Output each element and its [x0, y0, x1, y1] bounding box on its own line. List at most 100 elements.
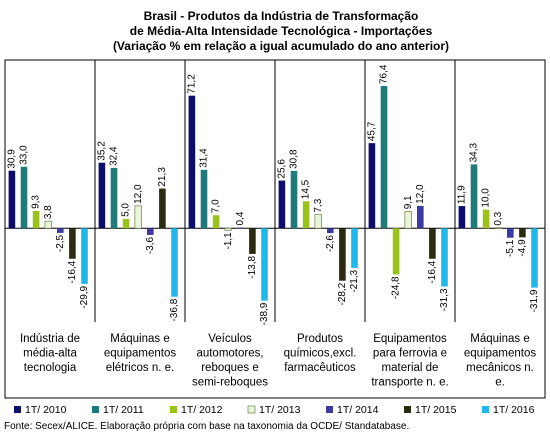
legend-swatch — [404, 406, 411, 413]
bar — [531, 228, 538, 288]
data-label: 10,0 — [481, 188, 492, 208]
category-dividers — [94, 60, 456, 322]
bar — [224, 227, 232, 231]
data-label: 76,4 — [379, 64, 390, 84]
data-label: -38,9 — [259, 302, 270, 325]
bar — [482, 209, 490, 229]
bar — [134, 205, 142, 229]
bar — [458, 206, 466, 229]
source-note: Fonte: Secex/ALICE. Elaboração própria c… — [4, 421, 409, 432]
data-label: 5,0 — [121, 203, 132, 217]
bar — [171, 228, 178, 297]
data-label: 9,1 — [403, 195, 414, 209]
data-label: 21,3 — [157, 167, 168, 187]
data-label: -28,2 — [337, 282, 348, 305]
legend-swatch — [247, 405, 256, 414]
bar — [380, 86, 388, 229]
data-label: -16,4 — [427, 260, 438, 283]
bar — [302, 201, 310, 229]
category-label: e. — [495, 377, 505, 389]
data-label: 12,0 — [415, 184, 426, 204]
bar-marks — [8, 86, 538, 301]
bar — [69, 228, 76, 259]
title-line: de Média-Alta Intensidade Tecnológica - … — [130, 24, 433, 38]
category-label: equipamentos — [464, 348, 536, 360]
bar — [351, 228, 358, 268]
bar — [81, 228, 88, 284]
legend-label: 1T/ 2010 — [25, 404, 67, 416]
data-label: 32,4 — [109, 146, 120, 166]
data-label: 9,3 — [31, 195, 42, 209]
category-label: semi-reboques — [192, 377, 268, 389]
data-label: -31,9 — [529, 289, 540, 312]
legend-label: 1T/ 2011 — [103, 404, 144, 416]
data-label: 11,9 — [457, 185, 468, 204]
data-label: -21,3 — [349, 269, 360, 292]
legend-label: 1T/ 2012 — [181, 404, 223, 416]
bar — [159, 188, 166, 229]
bar — [429, 228, 436, 259]
legend-label: 1T/ 2013 — [259, 404, 301, 416]
data-label: 45,7 — [367, 121, 378, 141]
category-label: elétricos n. e. — [106, 362, 174, 374]
data-label: 7,0 — [211, 199, 222, 213]
category-label: automotores, — [196, 348, 263, 360]
bar — [57, 228, 64, 233]
bar — [147, 228, 154, 235]
legend-swatch — [92, 406, 99, 413]
category-label: Produtos — [297, 333, 343, 345]
legend-swatch — [326, 406, 333, 413]
data-label: -16,4 — [67, 260, 78, 283]
category-label: transporte n. e. — [371, 377, 448, 389]
data-label: 71,2 — [187, 74, 198, 94]
category-label: equipamentos — [104, 348, 176, 360]
data-label: -4,9 — [517, 239, 528, 257]
category-label: mecânicos n. — [466, 362, 534, 374]
data-label: 35,2 — [97, 141, 108, 161]
data-label: -24,8 — [391, 276, 402, 299]
category-label: químicos,excl. — [284, 348, 357, 360]
data-label: 34,3 — [469, 142, 480, 162]
data-label: 33,0 — [19, 145, 30, 165]
data-label: -2,6 — [325, 235, 336, 253]
legend: 1T/ 2010 1T/ 2011 1T/ 2012 1T/ 2013 1T/ 2014… — [14, 404, 535, 416]
data-label: 3,8 — [43, 205, 54, 219]
bar — [278, 180, 286, 229]
bar — [519, 228, 526, 238]
data-label: -3,6 — [145, 236, 156, 254]
data-label: 30,9 — [7, 149, 18, 169]
category-label: para ferrovia e — [373, 348, 447, 360]
bar — [32, 210, 40, 229]
bar — [200, 169, 208, 229]
value-labels: 30,9 35,2 71,2 25,6 45,7 11,9 33,0 32,4 31,4 30,8… — [7, 64, 541, 325]
category-label: média-alta — [23, 348, 77, 360]
data-label: -13,8 — [247, 255, 258, 278]
category-label: reboques e — [201, 362, 259, 374]
bar — [249, 228, 256, 254]
bar — [20, 166, 28, 229]
bar — [507, 228, 514, 238]
category-label: Máquinas e — [470, 333, 529, 345]
data-label: -5,1 — [505, 239, 516, 257]
data-label: 12,0 — [133, 184, 144, 204]
legend-label: 1T/ 2014 — [337, 404, 379, 416]
data-label: 30,8 — [289, 149, 300, 169]
title-line: (Variação % em relação a igual acumulado… — [113, 39, 449, 53]
bar — [314, 214, 322, 229]
bar — [470, 164, 478, 229]
bar — [404, 210, 412, 229]
data-label: -31,3 — [439, 288, 450, 311]
bar — [417, 205, 424, 229]
bar — [339, 228, 346, 281]
category-label: Veículos — [208, 333, 252, 345]
chart-title: Brasil - Produtos da Indústria de Transf… — [113, 9, 449, 53]
bar — [261, 228, 268, 301]
data-label: -36,8 — [169, 298, 180, 321]
title-line: Brasil - Produtos da Indústria de Transf… — [144, 9, 419, 23]
bar — [8, 170, 16, 229]
bar — [122, 218, 130, 229]
data-label: -2,5 — [55, 234, 66, 252]
legend-swatch — [170, 406, 177, 413]
bar — [212, 215, 220, 229]
bar — [368, 143, 376, 229]
